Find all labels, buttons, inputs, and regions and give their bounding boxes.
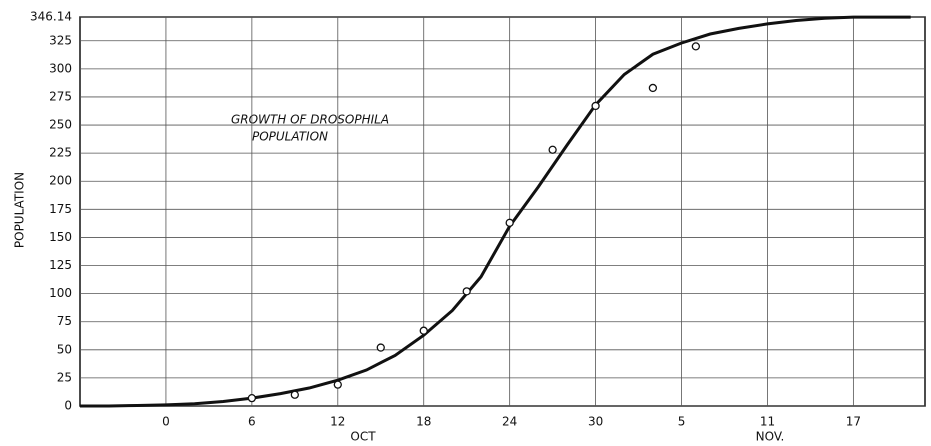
x-tick-label: 18: [416, 415, 431, 429]
chart-title: POPULATION: [252, 130, 328, 144]
data-point: [419, 326, 428, 335]
y-tick-label: 300: [49, 61, 72, 75]
data-point: [333, 380, 342, 389]
y-tick-label: 346.14: [30, 10, 72, 24]
y-tick-label: 275: [49, 89, 72, 103]
x-axis-label: NOV.: [756, 430, 785, 444]
data-point: [591, 101, 600, 111]
growth-curve: [80, 15, 911, 408]
y-tick-label: 75: [57, 314, 72, 328]
y-tick-label: 125: [49, 258, 72, 272]
x-tick-label: 5: [678, 415, 686, 429]
y-tick-label: 200: [49, 174, 72, 188]
y-tick-label: 150: [49, 230, 72, 244]
y-tick-label: 0: [64, 399, 72, 413]
x-axis-label: OCT: [350, 430, 376, 444]
y-tick-label: 100: [49, 286, 72, 300]
data-point: [376, 343, 385, 352]
y-tick-label: 50: [57, 342, 72, 356]
x-tick-label: 6: [248, 415, 256, 429]
x-tick-label: 0: [162, 415, 170, 429]
y-tick-label: 250: [49, 118, 72, 132]
x-tick-label: 24: [502, 415, 517, 429]
x-tick-label: 11: [760, 415, 775, 429]
data-point: [505, 218, 514, 227]
data-point: [462, 287, 471, 296]
data-point: [290, 390, 299, 399]
y-tick-label: 175: [49, 202, 72, 216]
y-axis-label: POPULATION: [13, 172, 27, 248]
data-point: [548, 145, 557, 154]
y-tick-label: 225: [49, 146, 72, 160]
x-tick-label: 17: [846, 415, 861, 429]
y-tick-label: 325: [49, 33, 72, 47]
data-point: [691, 42, 700, 51]
data-point: [247, 393, 257, 403]
x-tick-label: 12: [330, 415, 345, 429]
plot-frame: [79, 16, 926, 407]
x-tick-label: 30: [588, 415, 603, 429]
y-tick-label: 25: [57, 370, 72, 384]
chart-title: GROWTH OF DROSOPHILA: [231, 113, 389, 127]
data-point: [648, 83, 658, 93]
